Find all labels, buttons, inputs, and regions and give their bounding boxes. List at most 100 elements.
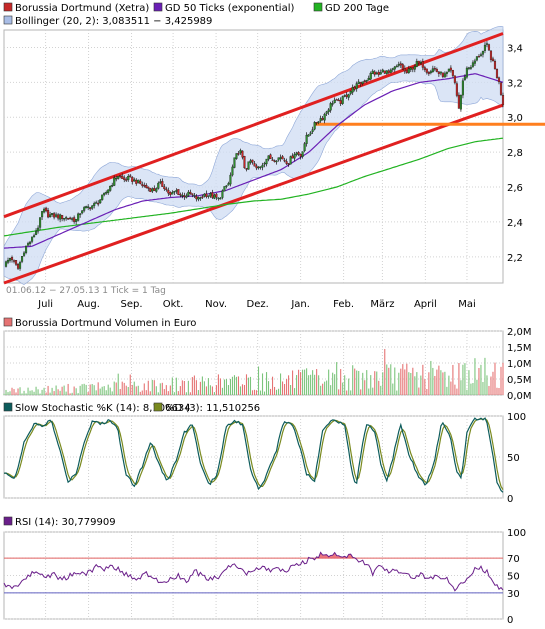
- rsi-y-tick: 100: [507, 528, 526, 539]
- x-axis-label: Jan.: [290, 299, 310, 310]
- candle-body: [235, 153, 238, 159]
- legend-label: Bollinger (20, 2): 3,083511 − 3,425989: [15, 16, 212, 27]
- candle-body: [129, 175, 132, 177]
- stochastic-d-line: [3, 418, 504, 491]
- stochastic-y-tick: 0: [507, 494, 513, 505]
- candle-body: [87, 206, 90, 208]
- candle-body: [127, 176, 130, 180]
- candle-body: [139, 180, 142, 184]
- candle-body: [233, 157, 236, 168]
- candle-body: [355, 83, 358, 89]
- x-axis-label: März: [370, 299, 394, 310]
- candle-body: [269, 154, 272, 159]
- candle-body: [245, 168, 248, 170]
- candle-body: [49, 214, 52, 218]
- price-y-tick: 2,2: [507, 253, 523, 264]
- candle-body: [41, 211, 44, 218]
- candle-body: [143, 185, 146, 187]
- candle-body: [483, 44, 487, 51]
- candle-body: [369, 72, 372, 80]
- candle-body: [253, 163, 256, 167]
- candle-body: [147, 186, 150, 189]
- candle-body: [477, 56, 481, 58]
- candle-body: [255, 165, 258, 169]
- candle-body: [243, 156, 246, 169]
- volume-y-tick: 1,5M: [507, 343, 532, 354]
- legend-label: Slow Stochastic %K (14): 8,106634: [15, 403, 191, 414]
- legend-label: RSI (14): 30,779909: [15, 517, 116, 528]
- candle-body: [31, 236, 34, 242]
- candle-body: [275, 160, 278, 163]
- candle-body: [173, 191, 176, 193]
- candle-body: [241, 150, 244, 158]
- candle-body: [165, 188, 168, 191]
- candle-body: [179, 194, 182, 196]
- candle-body: [323, 114, 326, 121]
- candle-body: [24, 245, 28, 253]
- candle-body: [249, 160, 252, 163]
- rsi-panel: RSI (14): 30,779909 0 30 50 70 100: [3, 516, 526, 626]
- candle-body: [133, 179, 136, 182]
- candle-body: [499, 82, 503, 95]
- candle-body: [303, 143, 306, 152]
- candle-body: [277, 157, 280, 161]
- candle-body: [319, 118, 322, 122]
- candle-body: [137, 179, 140, 183]
- candle-body: [475, 56, 478, 61]
- legend-label: GD 200 Tage: [325, 3, 389, 14]
- candle-body: [305, 135, 308, 144]
- candle-body: [261, 164, 264, 168]
- candle-body: [493, 61, 497, 70]
- rsi-y-tick: 50: [507, 572, 520, 583]
- candle-body: [14, 260, 18, 265]
- candle-body: [283, 159, 286, 162]
- legend-swatch: [3, 15, 13, 25]
- candle-body: [289, 156, 292, 165]
- legend-swatch: [153, 402, 163, 412]
- candle-body: [405, 69, 408, 73]
- candle-body: [487, 44, 491, 51]
- price-y-tick: 3,4: [507, 43, 523, 54]
- candle-body: [459, 94, 462, 110]
- candle-body: [415, 61, 418, 67]
- candle-body: [35, 230, 38, 235]
- candle-body: [351, 87, 354, 93]
- candle-body: [285, 161, 288, 164]
- candle-body: [293, 154, 296, 159]
- candle-body: [161, 181, 164, 187]
- candle-body: [445, 71, 448, 74]
- candle-body: [197, 197, 200, 200]
- candle-body: [189, 191, 192, 194]
- candle-body: [435, 68, 438, 72]
- price-y-tick: 2,4: [507, 218, 523, 229]
- candle-body: [417, 60, 420, 64]
- price-panel: Borussia Dortmund (Xetra) GD 50 Ticks (ex…: [3, 2, 545, 310]
- candle-body: [26, 243, 30, 246]
- candle-body: [419, 62, 422, 64]
- candle-body: [279, 157, 282, 159]
- candle-body: [121, 175, 124, 179]
- candle-body: [373, 71, 376, 75]
- candle-body: [63, 218, 66, 220]
- candle-body: [247, 161, 250, 170]
- rsi-y-tick: 30: [507, 589, 520, 600]
- legend-swatch: [313, 2, 323, 12]
- candle-body: [363, 80, 366, 83]
- candle-body: [187, 191, 190, 196]
- candle-body: [199, 197, 202, 199]
- candle-body: [379, 72, 382, 75]
- candle-body: [371, 70, 374, 74]
- price-y-tick: 3,2: [507, 78, 523, 89]
- candle-body: [69, 217, 72, 220]
- candle-body: [469, 67, 472, 69]
- candle-body: [29, 241, 32, 244]
- candle-body: [125, 179, 128, 181]
- candle-body: [47, 210, 50, 218]
- candle-body: [467, 67, 470, 69]
- legend-swatch: [3, 317, 13, 327]
- candle-body: [427, 72, 430, 74]
- candle-body: [91, 205, 94, 209]
- candle-body: [159, 181, 162, 183]
- stochastic-y-tick: 100: [507, 412, 526, 423]
- candle-body: [265, 158, 268, 165]
